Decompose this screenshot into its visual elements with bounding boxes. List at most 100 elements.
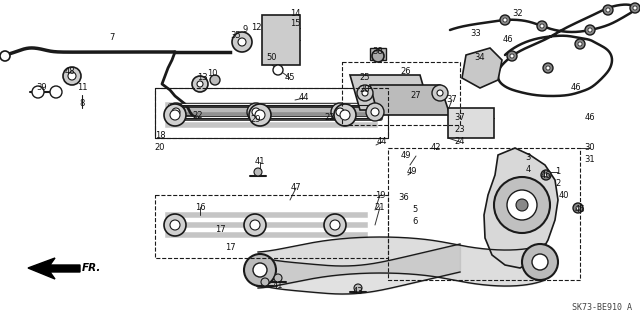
Circle shape <box>192 76 208 92</box>
Text: 37: 37 <box>447 95 458 105</box>
Text: 29: 29 <box>251 115 261 124</box>
Circle shape <box>540 24 544 28</box>
Text: 19: 19 <box>375 190 385 199</box>
Circle shape <box>172 108 180 116</box>
Text: 40: 40 <box>559 190 569 199</box>
Text: 46: 46 <box>541 170 551 180</box>
Text: 46: 46 <box>585 114 595 122</box>
Text: 27: 27 <box>411 91 421 100</box>
Circle shape <box>357 85 373 101</box>
Text: 38: 38 <box>372 48 383 56</box>
Circle shape <box>585 25 595 35</box>
Circle shape <box>336 108 344 116</box>
Text: 25: 25 <box>360 73 371 83</box>
Circle shape <box>274 274 282 282</box>
Circle shape <box>603 5 613 15</box>
Text: 32: 32 <box>513 10 524 19</box>
Circle shape <box>507 51 517 61</box>
Circle shape <box>68 72 76 80</box>
Text: 46: 46 <box>571 84 581 93</box>
Text: 4: 4 <box>525 165 531 174</box>
Text: 17: 17 <box>225 243 236 253</box>
Text: 22: 22 <box>193 112 204 121</box>
Circle shape <box>253 263 267 277</box>
Text: 1: 1 <box>556 167 561 176</box>
Text: 20: 20 <box>155 144 165 152</box>
Text: 8: 8 <box>79 100 84 108</box>
Circle shape <box>575 39 585 49</box>
Circle shape <box>170 110 180 120</box>
Text: 7: 7 <box>109 33 115 42</box>
Bar <box>448 108 494 138</box>
Text: 21: 21 <box>375 203 385 211</box>
Circle shape <box>606 8 610 12</box>
Text: 26: 26 <box>401 68 412 77</box>
Text: 46: 46 <box>575 205 586 214</box>
Circle shape <box>232 32 252 52</box>
Circle shape <box>238 38 246 46</box>
Bar <box>262 15 300 65</box>
Circle shape <box>50 86 62 98</box>
Circle shape <box>366 103 384 121</box>
Text: 37: 37 <box>454 114 465 122</box>
Circle shape <box>588 28 592 32</box>
Text: 46: 46 <box>502 35 513 44</box>
Text: 22: 22 <box>324 114 335 122</box>
Polygon shape <box>462 48 502 88</box>
Text: SK73-BE910 A: SK73-BE910 A <box>572 302 632 311</box>
Circle shape <box>500 15 510 25</box>
Text: 6: 6 <box>412 217 418 226</box>
Circle shape <box>372 50 384 62</box>
Text: 5: 5 <box>412 205 418 214</box>
Text: 16: 16 <box>195 203 205 211</box>
Circle shape <box>164 214 186 236</box>
Circle shape <box>167 103 185 121</box>
Circle shape <box>331 103 349 121</box>
Circle shape <box>437 90 443 96</box>
Text: 31: 31 <box>585 155 595 165</box>
Text: 43: 43 <box>353 287 364 296</box>
Text: 39: 39 <box>36 84 47 93</box>
Circle shape <box>247 103 265 121</box>
Circle shape <box>340 110 350 120</box>
Circle shape <box>164 104 186 126</box>
Circle shape <box>541 170 551 180</box>
Circle shape <box>546 66 550 70</box>
Circle shape <box>334 104 356 126</box>
Circle shape <box>261 278 269 286</box>
Circle shape <box>63 67 81 85</box>
Circle shape <box>503 18 507 22</box>
Circle shape <box>244 254 276 286</box>
Polygon shape <box>484 148 558 268</box>
Text: 36: 36 <box>399 194 410 203</box>
Circle shape <box>255 110 265 120</box>
Text: 34: 34 <box>475 54 485 63</box>
Circle shape <box>510 54 514 58</box>
Circle shape <box>362 90 368 96</box>
Text: 50: 50 <box>267 54 277 63</box>
Circle shape <box>170 220 180 230</box>
Text: 17: 17 <box>214 226 225 234</box>
Polygon shape <box>370 85 450 115</box>
Text: 44: 44 <box>299 93 309 102</box>
Circle shape <box>324 214 346 236</box>
Text: 41: 41 <box>255 158 265 167</box>
Text: 41: 41 <box>273 281 284 291</box>
Text: 45: 45 <box>285 73 295 83</box>
Text: 24: 24 <box>455 137 465 146</box>
Text: 42: 42 <box>431 144 441 152</box>
Circle shape <box>494 177 550 233</box>
Text: 35: 35 <box>230 31 241 40</box>
Text: 49: 49 <box>407 167 417 176</box>
Circle shape <box>432 85 448 101</box>
Circle shape <box>252 108 260 116</box>
Text: 12: 12 <box>251 24 261 33</box>
Circle shape <box>354 284 362 292</box>
Circle shape <box>250 220 260 230</box>
Text: 23: 23 <box>454 125 465 135</box>
Circle shape <box>630 3 640 13</box>
Circle shape <box>522 244 558 280</box>
Circle shape <box>578 42 582 46</box>
Circle shape <box>249 104 271 126</box>
Text: 33: 33 <box>470 29 481 39</box>
